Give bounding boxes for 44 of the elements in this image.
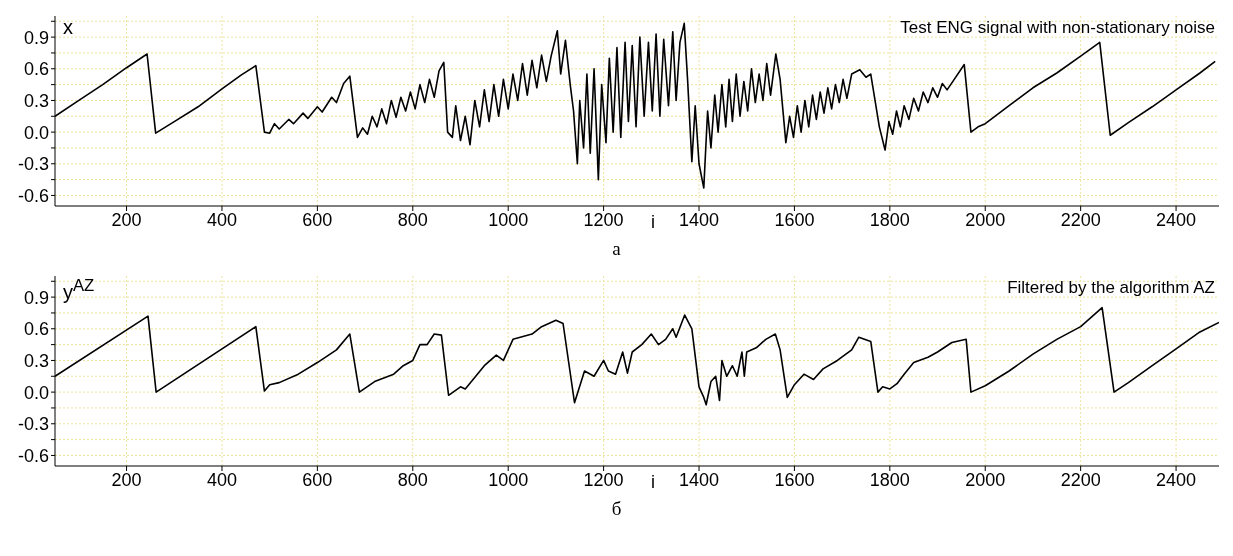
x-tick-label: 1800: [869, 209, 910, 230]
x-tick-label: 1400: [678, 469, 720, 490]
x-tick-label: 1000: [488, 469, 529, 490]
y-tick-label: 0.3: [23, 350, 49, 371]
x-tick-label: 1400: [678, 209, 720, 230]
x-tick-label: 1800: [869, 469, 910, 490]
y-axis-title: x: [63, 16, 73, 39]
y-tick-label: 0.6: [23, 319, 49, 340]
y-tick-label: -0.6: [17, 185, 49, 206]
x-tick-label: 2200: [1060, 469, 1101, 490]
x-tick-label: 200: [111, 469, 142, 490]
y-tick-label: -0.6: [17, 445, 49, 466]
x-tick-label: 1600: [774, 469, 815, 490]
x-tick-label: 400: [206, 209, 237, 230]
x-tick-label: 1000: [488, 209, 529, 230]
y-tick-label: -0.3: [17, 414, 49, 435]
x-tick-label: 2200: [1060, 209, 1101, 230]
chart-title: Filtered by the algorithm AZ: [1007, 278, 1215, 298]
y-tick-label: -0.3: [17, 154, 49, 175]
x-tick-label: 1200: [583, 469, 624, 490]
x-tick-label: 2000: [965, 469, 1006, 490]
y-tick-label: 0.6: [23, 59, 49, 80]
x-tick-label: 800: [397, 469, 428, 490]
y-tick-label: 0.9: [23, 287, 49, 308]
text: б: [610, 498, 623, 520]
x-tick-label: 400: [206, 469, 237, 490]
y-tick-label: 0.3: [23, 90, 49, 111]
chart-title: Test ENG signal with non-stationary noise: [900, 18, 1215, 38]
y-tick-label: 0.0: [23, 122, 49, 143]
y-tick-label: 0.0: [23, 382, 49, 403]
x-tick-label: 600: [302, 209, 333, 230]
x-tick-label: 1200: [583, 209, 624, 230]
text: а: [611, 238, 622, 260]
y-axis-title: y$^{AZ}$: [63, 276, 95, 304]
x-tick-label: 600: [302, 469, 333, 490]
x-tick-label: 2400: [1156, 209, 1197, 230]
x-axis-title: i: [650, 472, 655, 493]
x-axis-title: i: [650, 212, 655, 233]
y-tick-label: 0.9: [23, 27, 49, 48]
x-tick-label: 1600: [774, 209, 815, 230]
x-tick-label: 2000: [965, 209, 1006, 230]
x-tick-label: 2400: [1156, 469, 1197, 490]
x-tick-label: 200: [111, 209, 142, 230]
x-tick-label: 800: [397, 209, 428, 230]
